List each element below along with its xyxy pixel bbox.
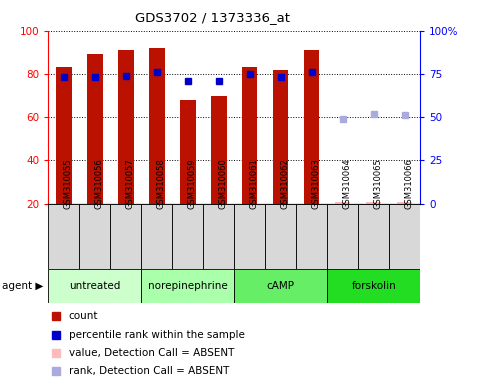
Text: GSM310064: GSM310064 xyxy=(343,158,352,209)
FancyBboxPatch shape xyxy=(296,204,327,269)
Bar xyxy=(180,100,196,204)
Bar xyxy=(335,202,351,204)
Text: GSM310063: GSM310063 xyxy=(312,158,321,209)
Bar xyxy=(397,202,412,204)
FancyBboxPatch shape xyxy=(234,269,327,303)
FancyBboxPatch shape xyxy=(48,269,141,303)
FancyBboxPatch shape xyxy=(110,204,141,269)
Text: GDS3702 / 1373336_at: GDS3702 / 1373336_at xyxy=(135,12,290,25)
Text: GSM310059: GSM310059 xyxy=(188,158,197,209)
Text: GSM310060: GSM310060 xyxy=(219,158,228,209)
Bar xyxy=(304,50,319,204)
Text: rank, Detection Call = ABSENT: rank, Detection Call = ABSENT xyxy=(69,366,229,376)
FancyBboxPatch shape xyxy=(234,204,265,269)
Text: value, Detection Call = ABSENT: value, Detection Call = ABSENT xyxy=(69,348,234,358)
Text: cAMP: cAMP xyxy=(267,281,295,291)
Text: GSM310058: GSM310058 xyxy=(157,158,166,209)
Text: GSM310056: GSM310056 xyxy=(95,158,104,209)
FancyBboxPatch shape xyxy=(327,269,420,303)
FancyBboxPatch shape xyxy=(358,204,389,269)
Bar xyxy=(149,48,165,204)
Bar xyxy=(56,68,71,204)
FancyBboxPatch shape xyxy=(203,204,234,269)
Bar xyxy=(211,96,227,204)
FancyBboxPatch shape xyxy=(172,204,203,269)
FancyBboxPatch shape xyxy=(327,204,358,269)
Text: GSM310065: GSM310065 xyxy=(374,158,383,209)
Text: GSM310062: GSM310062 xyxy=(281,158,290,209)
Text: percentile rank within the sample: percentile rank within the sample xyxy=(69,329,244,339)
FancyBboxPatch shape xyxy=(265,204,296,269)
FancyBboxPatch shape xyxy=(389,204,420,269)
Text: count: count xyxy=(69,311,98,321)
Text: agent ▶: agent ▶ xyxy=(2,281,44,291)
Text: norepinephrine: norepinephrine xyxy=(148,281,227,291)
Text: GSM310061: GSM310061 xyxy=(250,158,259,209)
Text: GSM310066: GSM310066 xyxy=(405,158,414,209)
Bar xyxy=(273,70,288,204)
Bar xyxy=(366,202,382,204)
FancyBboxPatch shape xyxy=(141,269,234,303)
Bar xyxy=(118,50,133,204)
Text: forskolin: forskolin xyxy=(351,281,396,291)
Text: GSM310055: GSM310055 xyxy=(64,158,73,209)
FancyBboxPatch shape xyxy=(79,204,110,269)
FancyBboxPatch shape xyxy=(48,204,79,269)
Bar xyxy=(242,68,257,204)
FancyBboxPatch shape xyxy=(141,204,172,269)
Bar xyxy=(87,55,102,204)
Text: untreated: untreated xyxy=(69,281,120,291)
Text: GSM310057: GSM310057 xyxy=(126,158,135,209)
